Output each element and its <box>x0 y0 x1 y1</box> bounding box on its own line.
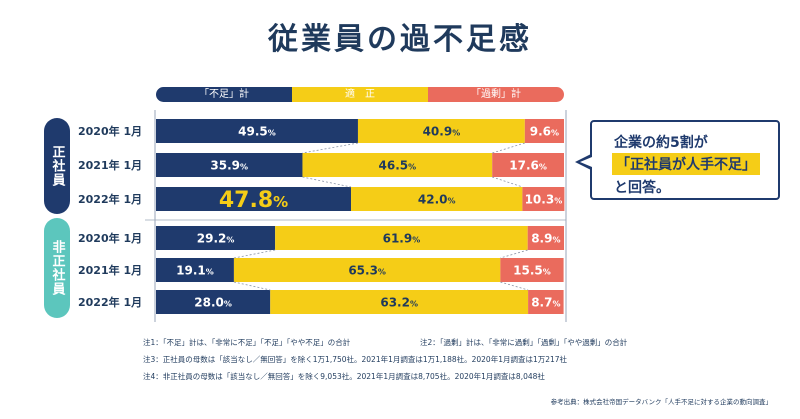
data-label: 65.3% <box>348 264 386 278</box>
note-2: 注2：「過剰」計は、「非常に過剰」「過剰」「やや過剰」の合計 <box>420 338 628 347</box>
connector-line <box>302 176 352 188</box>
data-label: 28.0% <box>194 296 232 310</box>
data-label: 29.2% <box>197 232 235 246</box>
bar-segment <box>156 187 352 211</box>
callout-line3: と回答。 <box>614 180 670 196</box>
callout-tail-inner <box>580 157 592 167</box>
data-label: 40.9% <box>423 125 461 139</box>
data-label: 15.5% <box>513 264 551 278</box>
bar-segment <box>522 187 565 211</box>
legend: 「不足」計 適 正 「過剰」計 <box>156 87 564 102</box>
bar-segment <box>302 153 493 177</box>
data-label: 17.6% <box>509 159 547 173</box>
connector-line <box>492 176 523 188</box>
category-label: 2021年 1月 <box>78 263 142 277</box>
category-label: 2022年 1月 <box>78 192 142 206</box>
data-label: 63.2% <box>380 296 418 310</box>
bar-segment <box>270 290 529 314</box>
data-label: 42.0% <box>418 193 456 207</box>
bar-segment <box>233 258 501 282</box>
data-label: 35.9% <box>210 159 248 173</box>
bar-segment <box>492 153 564 177</box>
data-label: 61.9% <box>383 232 421 246</box>
note-4: 注4：非正社員の母数は「該当なし／無回答」を除く9,053社。2021年1月調査… <box>143 372 545 381</box>
bar-segment <box>156 119 358 143</box>
bar-segment <box>527 226 564 250</box>
category-label: 2021年 1月 <box>78 158 142 172</box>
data-label: 9.6% <box>530 125 559 139</box>
category-label: 2020年 1月 <box>78 124 142 138</box>
bar-segment <box>275 226 528 250</box>
note-1: 注1：「不足」計は、「非常に不足」「不足」「やや不足」の合計 <box>143 338 351 347</box>
data-label: 19.1% <box>176 264 214 278</box>
bar-segment <box>156 226 276 250</box>
bar-segment <box>351 187 523 211</box>
legend-adequate: 適 正 <box>292 87 428 102</box>
note-3: 注3：正社員の母数は「該当なし／無回答」を除く1万1,750社。2021年1月調… <box>143 355 568 364</box>
bar-segment <box>528 290 564 314</box>
bar-segment <box>156 290 271 314</box>
callout-highlight: 「正社員が人手不足」 <box>612 153 760 175</box>
connector-line <box>233 249 276 259</box>
connector-line <box>233 281 271 291</box>
connector-line <box>500 281 529 291</box>
category-label: 2020年 1月 <box>78 231 142 245</box>
bar-segment <box>500 258 564 282</box>
connector-line <box>302 142 359 154</box>
data-label: 10.3% <box>525 193 563 207</box>
data-label: 47.8% <box>219 188 288 213</box>
bar-segment <box>524 119 564 143</box>
callout-box: 企業の約5割が 「正社員が人手不足」 と回答。 <box>590 120 780 200</box>
category-label: 2022年 1月 <box>78 295 142 309</box>
legend-shortage: 「不足」計 <box>156 87 292 102</box>
data-label: 8.7% <box>531 296 560 310</box>
bar-segment <box>357 119 525 143</box>
legend-excess: 「過剰」計 <box>428 87 564 102</box>
group-badge-regular: 正社員 <box>44 118 70 214</box>
source-credit: 参考出典：株式会社帝国データバンク「人手不足に対する企業の動向調査」 <box>550 398 772 406</box>
group-badge-nonregular: 非正社員 <box>44 218 70 318</box>
connector-line <box>492 142 525 154</box>
data-label: 8.9% <box>531 232 560 246</box>
bar-segment <box>156 258 234 282</box>
data-label: 49.5% <box>238 125 276 139</box>
connector-line <box>500 249 528 259</box>
callout-line1: 企業の約5割が <box>614 135 708 151</box>
bar-segment <box>156 153 303 177</box>
chart-title: 従業員の過不足感 <box>268 22 532 57</box>
data-label: 46.5% <box>379 159 417 173</box>
